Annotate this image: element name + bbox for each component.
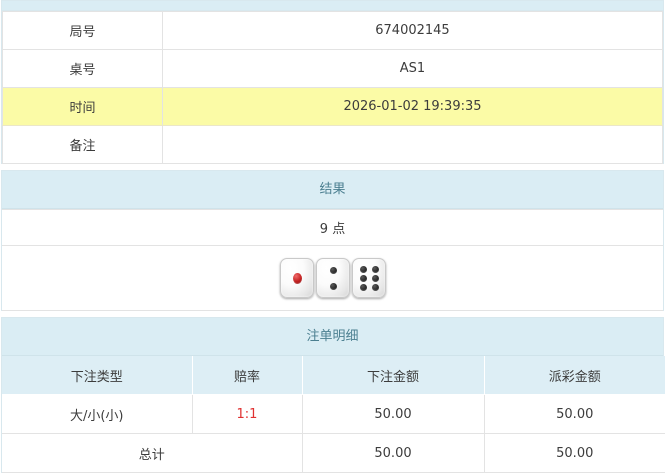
die-pip [359, 275, 367, 282]
table-row: 9 点 [2, 209, 663, 246]
info-value-table-number: AS1 [162, 49, 663, 88]
result-dice-cell [2, 245, 663, 311]
round-info-panel: 局号 674002145 桌号 AS1 时间 2026-01-02 19:39:… [1, 10, 664, 164]
die-pip [292, 273, 302, 284]
table-row: 时间 2026-01-02 19:39:35 [2, 87, 663, 126]
bet-detail-panel: 注单明细 下注类型 赔率 下注金额 派彩金额 大/小(小) 1:1 50.00 … [1, 317, 665, 473]
table-row: 桌号 AS1 [2, 49, 663, 88]
cell-total-label: 总计 [2, 433, 303, 473]
info-value-round-number: 674002145 [162, 11, 663, 50]
column-header-bet-type: 下注类型 [2, 356, 193, 395]
column-header-payout: 派彩金额 [483, 356, 665, 395]
die-pip [359, 266, 367, 273]
table-row: 备注 [2, 125, 663, 164]
section-gap [0, 164, 669, 170]
section-gap [0, 311, 669, 317]
cell-total-bet-amount: 50.00 [302, 433, 485, 473]
table-row: 局号 674002145 [2, 11, 663, 50]
die-face-1-icon [279, 258, 314, 298]
top-accent-bar [1, 0, 664, 10]
table-row: 大/小(小) 1:1 50.00 50.00 [2, 394, 665, 434]
info-label-remark: 备注 [2, 125, 163, 164]
dice-group [10, 258, 655, 298]
info-label-round-number: 局号 [2, 11, 163, 50]
info-value-remark [162, 125, 663, 164]
column-header-bet-amount: 下注金额 [301, 356, 485, 395]
die-pip [371, 284, 379, 291]
bet-detail-section-title: 注单明细 [2, 318, 663, 356]
info-label-time: 时间 [2, 87, 163, 126]
cell-bet-amount: 50.00 [302, 394, 485, 434]
cell-payout: 50.00 [484, 394, 665, 434]
die-face-2-icon [315, 258, 350, 298]
result-table: 9 点 [2, 209, 663, 311]
die-pip [371, 266, 379, 273]
die-pip [329, 267, 337, 274]
result-section-title: 结果 [2, 171, 663, 209]
table-row [2, 245, 663, 311]
column-header-odds: 赔率 [191, 356, 303, 395]
result-points-value: 9 点 [2, 209, 663, 246]
die-face-6-icon [351, 258, 386, 298]
cell-bet-type: 大/小(小) [2, 394, 193, 434]
cell-total-payout: 50.00 [484, 433, 665, 473]
die-pip [371, 275, 379, 282]
round-info-table: 局号 674002145 桌号 AS1 时间 2026-01-02 19:39:… [2, 11, 663, 164]
result-panel: 结果 9 点 [1, 170, 664, 311]
table-header-row: 下注类型 赔率 下注金额 派彩金额 [2, 356, 665, 395]
info-value-time: 2026-01-02 19:39:35 [162, 87, 663, 126]
bet-detail-table: 下注类型 赔率 下注金额 派彩金额 大/小(小) 1:1 50.00 50.00… [2, 356, 665, 473]
die-pip [329, 283, 337, 290]
table-total-row: 总计 50.00 50.00 [2, 433, 665, 473]
cell-odds: 1:1 [192, 394, 303, 434]
info-label-table-number: 桌号 [2, 49, 163, 88]
die-pip [359, 284, 367, 291]
